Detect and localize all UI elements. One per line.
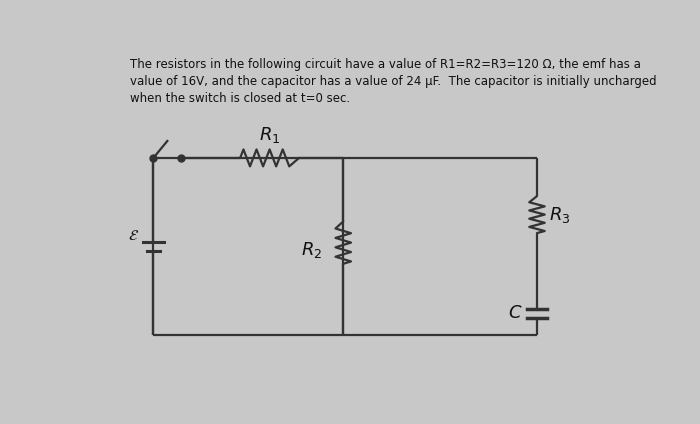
Text: The resistors in the following circuit have a value of R1=R2=R3=120 Ω, the emf h: The resistors in the following circuit h… <box>130 58 657 105</box>
Text: $R_1$: $R_1$ <box>259 125 280 145</box>
Text: $R_2$: $R_2$ <box>300 240 322 260</box>
Text: $\mathcal{E}$: $\mathcal{E}$ <box>128 229 139 243</box>
Text: $C$: $C$ <box>508 304 522 322</box>
Text: $R_3$: $R_3$ <box>549 205 570 225</box>
